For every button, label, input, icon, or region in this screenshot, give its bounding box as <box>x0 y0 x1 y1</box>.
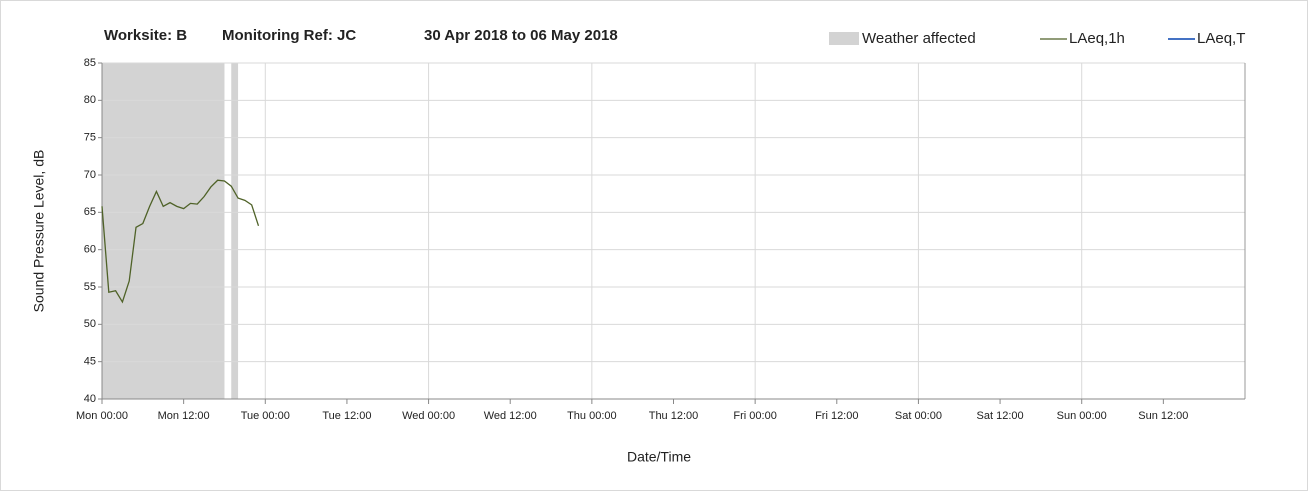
y-tick-label: 75 <box>84 132 96 144</box>
x-tick-label: Sat 12:00 <box>977 410 1024 422</box>
x-tick-label: Fri 12:00 <box>815 410 858 422</box>
chart-title: Monitoring Ref: JC <box>222 27 356 44</box>
chart-title: 30 Apr 2018 to 06 May 2018 <box>424 27 618 44</box>
x-tick-label: Sun 00:00 <box>1057 410 1107 422</box>
data-line <box>101 179 260 304</box>
weather-band <box>102 63 225 399</box>
x-tick-label: Tue 12:00 <box>322 410 371 422</box>
y-tick-label: 80 <box>84 94 96 106</box>
y-tick-label: 45 <box>84 356 96 368</box>
y-tick-label: 50 <box>84 318 96 330</box>
y-axis-label: Sound Pressure Level, dB <box>31 150 47 313</box>
x-tick-label: Wed 12:00 <box>484 410 537 422</box>
y-tick-label: 85 <box>84 57 96 69</box>
x-tick-label: Sat 00:00 <box>895 410 942 422</box>
y-tick-label: 70 <box>84 169 96 181</box>
x-tick-label: Wed 00:00 <box>402 410 455 422</box>
x-tick-label: Mon 12:00 <box>158 410 210 422</box>
y-tick-label: 40 <box>84 393 96 405</box>
x-axis-label: Date/Time <box>627 449 691 465</box>
legend-label: LAeq,T <box>1197 30 1245 47</box>
legend-swatch <box>829 32 859 45</box>
x-tick-label: Thu 12:00 <box>649 410 699 422</box>
x-tick-label: Sun 12:00 <box>1138 410 1188 422</box>
y-tick-label: 60 <box>84 244 96 256</box>
x-tick-label: Thu 00:00 <box>567 410 617 422</box>
legend-label: Weather affected <box>862 30 976 47</box>
chart-title: Worksite: B <box>104 27 187 44</box>
y-tick-label: 65 <box>84 206 96 218</box>
x-tick-label: Tue 00:00 <box>241 410 290 422</box>
x-tick-label: Mon 00:00 <box>76 410 128 422</box>
y-tick-label: 55 <box>84 281 96 293</box>
weather-band <box>231 63 239 399</box>
legend-label: LAeq,1h <box>1069 30 1125 47</box>
x-tick-label: Fri 00:00 <box>733 410 776 422</box>
